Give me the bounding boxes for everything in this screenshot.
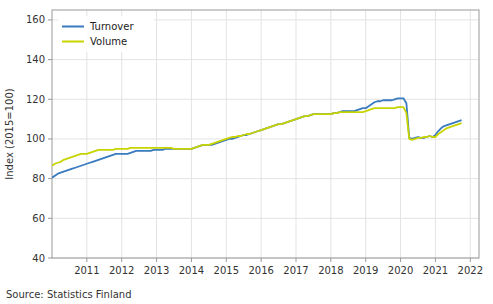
series-line (52, 98, 462, 177)
x-tick-label: 2011 (74, 265, 99, 276)
x-tick-label: 2019 (353, 265, 378, 276)
x-grid-line (156, 10, 157, 258)
legend-swatch (62, 41, 84, 43)
x-tick (400, 258, 401, 262)
series-line (52, 107, 462, 166)
y-grid-line (52, 218, 479, 219)
x-tick-label: 2018 (318, 265, 343, 276)
x-tick (296, 258, 297, 262)
y-tick-label: 120 (26, 94, 45, 105)
x-tick-label: 2016 (248, 265, 273, 276)
x-tick (156, 258, 157, 262)
x-tick (435, 258, 436, 262)
y-tick (48, 59, 52, 60)
x-grid-line (296, 10, 297, 258)
y-tick (48, 19, 52, 20)
legend-background (58, 16, 154, 52)
x-tick (226, 258, 227, 262)
y-tick-label: 80 (32, 173, 45, 184)
chart: 2011 2012 2013 2014 2015 2016 2017 2018 2019 2020… (0, 0, 493, 304)
legend-swatch (62, 26, 84, 28)
x-grid-line (330, 10, 331, 258)
legend: Turnover Volume (58, 16, 154, 52)
x-tick (365, 258, 366, 262)
x-tick (121, 258, 122, 262)
x-tick-label: 2012 (109, 265, 134, 276)
x-grid-line (261, 10, 262, 258)
x-tick (470, 258, 471, 262)
y-tick-label: 100 (26, 133, 45, 144)
axes: 2011 2012 2013 2014 2015 2016 2017 2018 2019 2020… (26, 14, 483, 276)
y-tick-label: 140 (26, 54, 45, 65)
x-grid-line (226, 10, 227, 258)
y-tick (48, 138, 52, 139)
x-tick-label: 2020 (388, 265, 413, 276)
legend-label: Turnover (89, 21, 134, 32)
y-axis-label: Index (2015=100) (4, 88, 15, 180)
x-tick-label: 2017 (283, 265, 308, 276)
y-grid-line (52, 99, 479, 100)
x-tick-label: 2015 (214, 265, 239, 276)
x-tick (330, 258, 331, 262)
x-grid-line (400, 10, 401, 258)
y-grid-line (52, 59, 479, 60)
x-tick (261, 258, 262, 262)
x-tick-label: 2013 (144, 265, 169, 276)
x-grid-line (470, 10, 471, 258)
plot-frame (52, 10, 479, 258)
x-tick-label: 2014 (179, 265, 204, 276)
x-tick (191, 258, 192, 262)
x-tick-label: 2022 (458, 265, 483, 276)
y-grid-line (52, 178, 479, 179)
y-tick (48, 99, 52, 100)
legend-label: Volume (90, 36, 127, 47)
source-note: Source: Statistics Finland (6, 289, 132, 300)
y-tick-label: 40 (32, 253, 45, 264)
x-tick (86, 258, 87, 262)
y-tick (48, 218, 52, 219)
y-tick-label: 60 (32, 213, 45, 224)
y-tick (48, 178, 52, 179)
x-tick-label: 2021 (423, 265, 448, 276)
grid (52, 10, 479, 258)
x-grid-line (191, 10, 192, 258)
y-tick-label: 160 (26, 14, 45, 25)
x-grid-line (365, 10, 366, 258)
lines (52, 98, 462, 177)
y-tick (48, 258, 52, 259)
